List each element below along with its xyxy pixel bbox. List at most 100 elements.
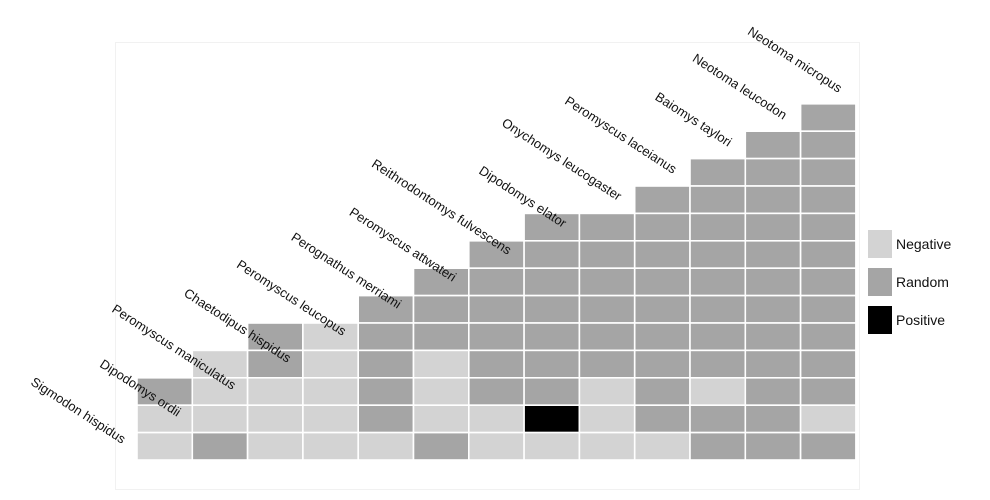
cell-random bbox=[689, 349, 747, 379]
cell-random bbox=[744, 240, 802, 270]
species-label: Neotoma micropus bbox=[745, 24, 845, 96]
cell-random bbox=[578, 267, 636, 297]
cell-negative bbox=[302, 349, 359, 379]
cell-random bbox=[799, 294, 857, 324]
legend-swatch-positive bbox=[868, 306, 892, 334]
cell-random bbox=[578, 212, 636, 242]
cell-negative bbox=[412, 349, 470, 379]
cell-negative bbox=[578, 376, 636, 406]
cell-random bbox=[744, 404, 802, 434]
cell-random bbox=[523, 349, 581, 379]
cell-negative bbox=[467, 431, 525, 461]
cell-negative bbox=[578, 404, 636, 434]
cell-random bbox=[357, 404, 415, 434]
cell-random bbox=[191, 431, 249, 461]
cell-random bbox=[633, 267, 691, 297]
cell-random bbox=[578, 349, 636, 379]
cell-random bbox=[467, 376, 525, 406]
cell-random bbox=[633, 376, 691, 406]
cell-positive bbox=[523, 404, 581, 434]
cell-random bbox=[744, 294, 802, 324]
cell-random bbox=[357, 322, 415, 352]
cell-random bbox=[799, 103, 857, 133]
cell-random bbox=[633, 212, 691, 242]
cell-random bbox=[412, 431, 470, 461]
cell-negative bbox=[302, 431, 359, 461]
cell-random bbox=[744, 322, 802, 352]
cell-negative bbox=[302, 322, 359, 352]
cell-random bbox=[467, 294, 525, 324]
cell-random bbox=[744, 376, 802, 406]
cell-negative bbox=[191, 349, 249, 379]
cell-random bbox=[633, 185, 691, 215]
cell-random bbox=[357, 294, 415, 324]
cell-random bbox=[799, 157, 857, 187]
cell-random bbox=[633, 240, 691, 270]
cell-random bbox=[744, 212, 802, 242]
cell-random bbox=[523, 267, 581, 297]
cell-random bbox=[744, 130, 802, 160]
cell-random bbox=[744, 157, 802, 187]
cell-random bbox=[357, 349, 415, 379]
cell-random bbox=[578, 294, 636, 324]
cell-random bbox=[689, 431, 747, 461]
species-label: Neotoma leucodon bbox=[690, 50, 790, 122]
legend-swatch-random bbox=[868, 268, 892, 296]
cell-negative bbox=[136, 404, 194, 434]
cell-random bbox=[523, 322, 581, 352]
cell-random bbox=[799, 431, 857, 461]
cell-negative bbox=[246, 376, 304, 406]
cell-random bbox=[799, 267, 857, 297]
cell-random bbox=[467, 349, 525, 379]
cell-negative bbox=[412, 376, 470, 406]
cell-random bbox=[799, 130, 857, 160]
cell-negative bbox=[357, 431, 415, 461]
cell-negative bbox=[136, 431, 194, 461]
cell-negative bbox=[523, 431, 581, 461]
cell-random bbox=[799, 322, 857, 352]
cell-random bbox=[799, 185, 857, 215]
cell-negative bbox=[302, 404, 359, 434]
legend-label-random: Random bbox=[896, 274, 949, 290]
cell-negative bbox=[467, 404, 525, 434]
cell-random bbox=[799, 212, 857, 242]
cell-random bbox=[689, 404, 747, 434]
cell-random bbox=[689, 157, 747, 187]
cell-random bbox=[633, 349, 691, 379]
cell-negative bbox=[633, 431, 691, 461]
cell-random bbox=[633, 294, 691, 324]
cell-random bbox=[689, 185, 747, 215]
species-label: Dipodomys elator bbox=[476, 163, 570, 231]
cell-random bbox=[136, 376, 194, 406]
legend-label-negative: Negative bbox=[896, 236, 951, 252]
cell-random bbox=[689, 322, 747, 352]
species-label: Baiomys taylori bbox=[653, 89, 735, 150]
legend-swatch-negative bbox=[868, 230, 892, 258]
cell-negative bbox=[578, 431, 636, 461]
cell-random bbox=[578, 322, 636, 352]
cell-negative bbox=[191, 404, 249, 434]
cell-random bbox=[357, 376, 415, 406]
cell-random bbox=[523, 240, 581, 270]
cell-random bbox=[412, 322, 470, 352]
cell-negative bbox=[412, 404, 470, 434]
cell-random bbox=[689, 212, 747, 242]
cell-random bbox=[246, 349, 304, 379]
cell-random bbox=[467, 267, 525, 297]
cell-random bbox=[633, 322, 691, 352]
cell-negative bbox=[246, 404, 304, 434]
cell-random bbox=[578, 240, 636, 270]
cell-random bbox=[744, 349, 802, 379]
cell-negative bbox=[689, 376, 747, 406]
cell-negative bbox=[246, 431, 304, 461]
cell-random bbox=[689, 294, 747, 324]
cell-random bbox=[523, 294, 581, 324]
cell-random bbox=[744, 185, 802, 215]
cell-random bbox=[689, 240, 747, 270]
plot-frame bbox=[115, 42, 860, 490]
cell-random bbox=[799, 240, 857, 270]
cell-random bbox=[689, 267, 747, 297]
cell-random bbox=[744, 431, 802, 461]
